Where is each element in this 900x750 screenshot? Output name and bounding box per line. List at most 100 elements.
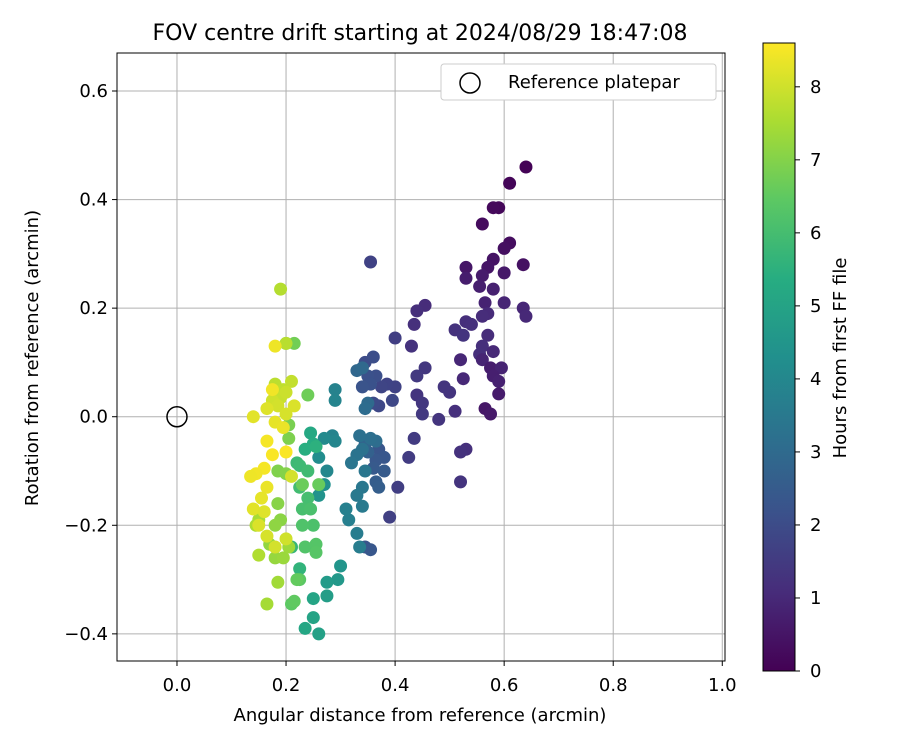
data-point [334,559,348,573]
data-point [473,279,487,293]
data-point [383,510,397,524]
data-point [486,282,500,296]
legend-reference-marker [459,72,481,94]
colorbar-tick-label: 5 [810,296,821,317]
data-point [320,575,334,589]
data-point [309,440,323,454]
data-point [372,480,386,494]
data-point [328,383,342,397]
data-point [301,491,315,505]
data-point [265,383,279,397]
data-point [366,350,380,364]
chart-title: FOV centre drift starting at 2024/08/29 … [153,21,688,46]
data-point [364,431,378,445]
colorbar-tick-label: 7 [810,150,821,171]
data-point [290,573,304,587]
data-point [320,589,334,603]
data-point [374,380,388,394]
data-point [301,464,315,478]
data-point [312,450,326,464]
data-point [456,328,470,342]
legend-label: Reference platepar [508,72,680,93]
x-tick-label: 1.0 [708,675,737,696]
colorbar-tick-label: 6 [810,223,821,244]
colorbar-ticks: 0 1 2 3 4 5 6 7 8 [795,77,821,682]
data-point [475,217,489,231]
y-axis-ticks: −0.4 −0.2 0.0 0.2 0.4 0.6 [64,81,117,645]
data-point [355,361,369,375]
data-point [497,241,511,255]
data-point [295,518,309,532]
data-point [497,266,511,280]
data-point [252,518,266,532]
data-point [478,296,492,310]
data-point [309,545,323,559]
data-point [519,309,533,323]
colorbar-label: Hours from first FF file [830,258,851,459]
data-point [260,597,274,611]
data-point [328,393,342,407]
data-point [437,380,451,394]
data-point [284,469,298,483]
data-point [350,488,364,502]
data-point [404,339,418,353]
colorbar-tick-label: 4 [810,369,821,390]
data-point [295,478,309,492]
data-point [418,361,432,375]
data-point [475,309,489,323]
data-point [284,374,298,388]
y-tick-label: −0.2 [64,515,108,536]
data-point [279,385,293,399]
data-point [268,518,282,532]
data-point [271,575,285,589]
data-point [481,328,495,342]
data-point [260,402,274,416]
data-point [246,502,260,516]
data-point [260,529,274,543]
colorbar-tick-label: 8 [810,77,821,98]
grid-lines [117,53,725,661]
data-point [298,621,312,635]
data-point [271,399,285,413]
data-point [448,404,462,418]
data-point [287,594,301,608]
y-tick-label: 0.2 [79,298,108,319]
y-tick-label: 0.6 [79,81,108,102]
data-point [312,488,326,502]
data-point [342,513,356,527]
data-points [244,160,533,641]
data-point [377,464,391,478]
data-point [279,445,293,459]
legend-box [440,63,717,101]
data-point [358,464,372,478]
colorbar-tick-label: 3 [810,442,821,463]
data-point [260,434,274,448]
data-point [415,407,429,421]
data-point [353,540,367,554]
data-point [497,296,511,310]
data-point [271,497,285,511]
data-point [244,469,258,483]
data-point [257,505,271,519]
y-tick-label: −0.4 [64,624,108,645]
data-point [364,543,378,557]
reference-platepar-marker [166,405,188,428]
data-point [464,317,478,331]
y-tick-label: 0.0 [79,407,108,428]
data-point [475,269,489,283]
data-point [358,402,372,416]
data-point [364,255,378,269]
x-tick-label: 0.2 [272,675,301,696]
data-point [454,445,468,459]
data-point [255,491,269,505]
x-axis-label: Angular distance from reference (arcmin) [234,705,607,726]
y-tick-label: 0.4 [79,190,108,211]
data-point [252,548,266,562]
x-tick-label: 0.6 [490,675,519,696]
data-point [301,388,315,402]
data-point [265,448,279,462]
data-point [306,611,320,625]
data-point [407,317,421,331]
data-point [353,429,367,443]
